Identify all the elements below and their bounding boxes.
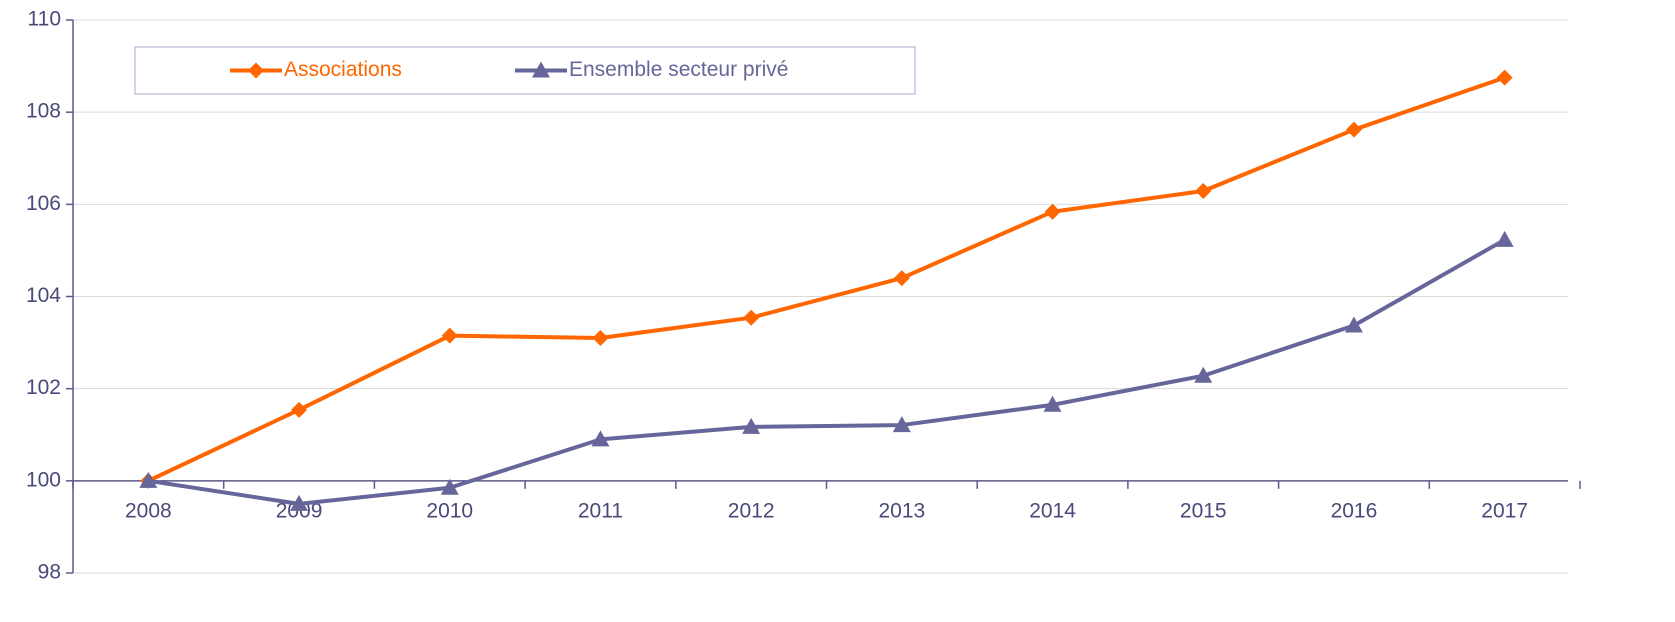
x-tick-label: 2012 [728,499,775,522]
y-tick-label: 100 [26,468,61,491]
marker [1194,366,1213,383]
marker [1496,69,1513,86]
series-line [148,238,1506,506]
marker [139,471,158,488]
marker [1195,182,1212,199]
marker [291,401,308,418]
marker [1495,230,1514,247]
y-tick-label: 108 [26,100,61,123]
marker [532,61,550,78]
y-tick-label: 98 [38,561,61,584]
marker [1344,316,1363,333]
marker [290,494,309,511]
series-line [147,75,1506,483]
x-tick-label: 2011 [578,499,623,522]
x-tick-label: 2015 [1180,499,1227,522]
x-tick-label: 2010 [426,499,473,522]
x-tick-label: 2009 [276,499,323,522]
marker [892,416,911,433]
x-tick-label: 2016 [1331,499,1378,522]
y-tick-label: 104 [26,284,61,307]
y-tick-label: 110 [28,8,61,31]
x-tick-label: 2013 [878,499,925,522]
x-tick-label: 2008 [125,499,172,522]
y-tick-label: 102 [26,376,61,399]
x-tick-label: 2017 [1481,499,1528,522]
marker [1043,395,1062,412]
marker [742,417,761,434]
marker [591,430,610,447]
marker [592,329,609,346]
marker [1044,203,1061,220]
legend-label: Ensemble secteur privé [569,58,788,81]
y-tick-label: 106 [26,192,61,215]
x-tick-label: 2014 [1029,499,1076,522]
marker [893,270,910,287]
marker [440,478,459,495]
marker [1345,121,1362,138]
legend-label: Associations [284,58,402,81]
marker [441,327,458,344]
marker [743,309,760,326]
marker [248,62,264,79]
